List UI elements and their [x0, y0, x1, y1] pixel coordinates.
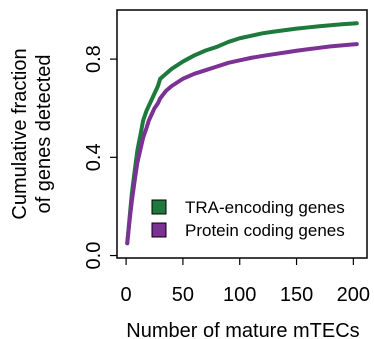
plot-frame: [116, 9, 368, 259]
y-axis-label-line-1: Cumulative fraction: [9, 48, 31, 219]
y-axis: 0.0 0.4 0.8: [83, 45, 117, 269]
y-tick-label: 0.8: [83, 45, 105, 73]
legend-label-protein: Protein coding genes: [185, 221, 345, 240]
y-axis-label-line-2: of genes detected: [33, 54, 55, 213]
x-tick-label: 150: [280, 284, 313, 306]
x-tick-label: 0: [121, 284, 132, 306]
series-layer: [125, 21, 359, 246]
series-line-protein-coding: [125, 42, 359, 246]
legend-swatch-protein: [151, 222, 167, 238]
legend-swatch-tra: [151, 199, 167, 215]
x-tick-label: 100: [223, 284, 256, 306]
x-axis-label: Number of mature mTECs: [126, 320, 359, 339]
x-tick-label: 200: [337, 284, 370, 306]
x-tick-label: 50: [172, 284, 194, 306]
y-tick-label: 0.0: [83, 242, 105, 270]
series-line-tra-encoding: [125, 21, 359, 246]
y-tick-label: 0.4: [83, 143, 105, 171]
legend: TRA-encoding genes Protein coding genes: [151, 198, 345, 240]
x-axis: 0 50 100 150 200: [121, 258, 370, 306]
legend-label-tra: TRA-encoding genes: [185, 198, 345, 217]
